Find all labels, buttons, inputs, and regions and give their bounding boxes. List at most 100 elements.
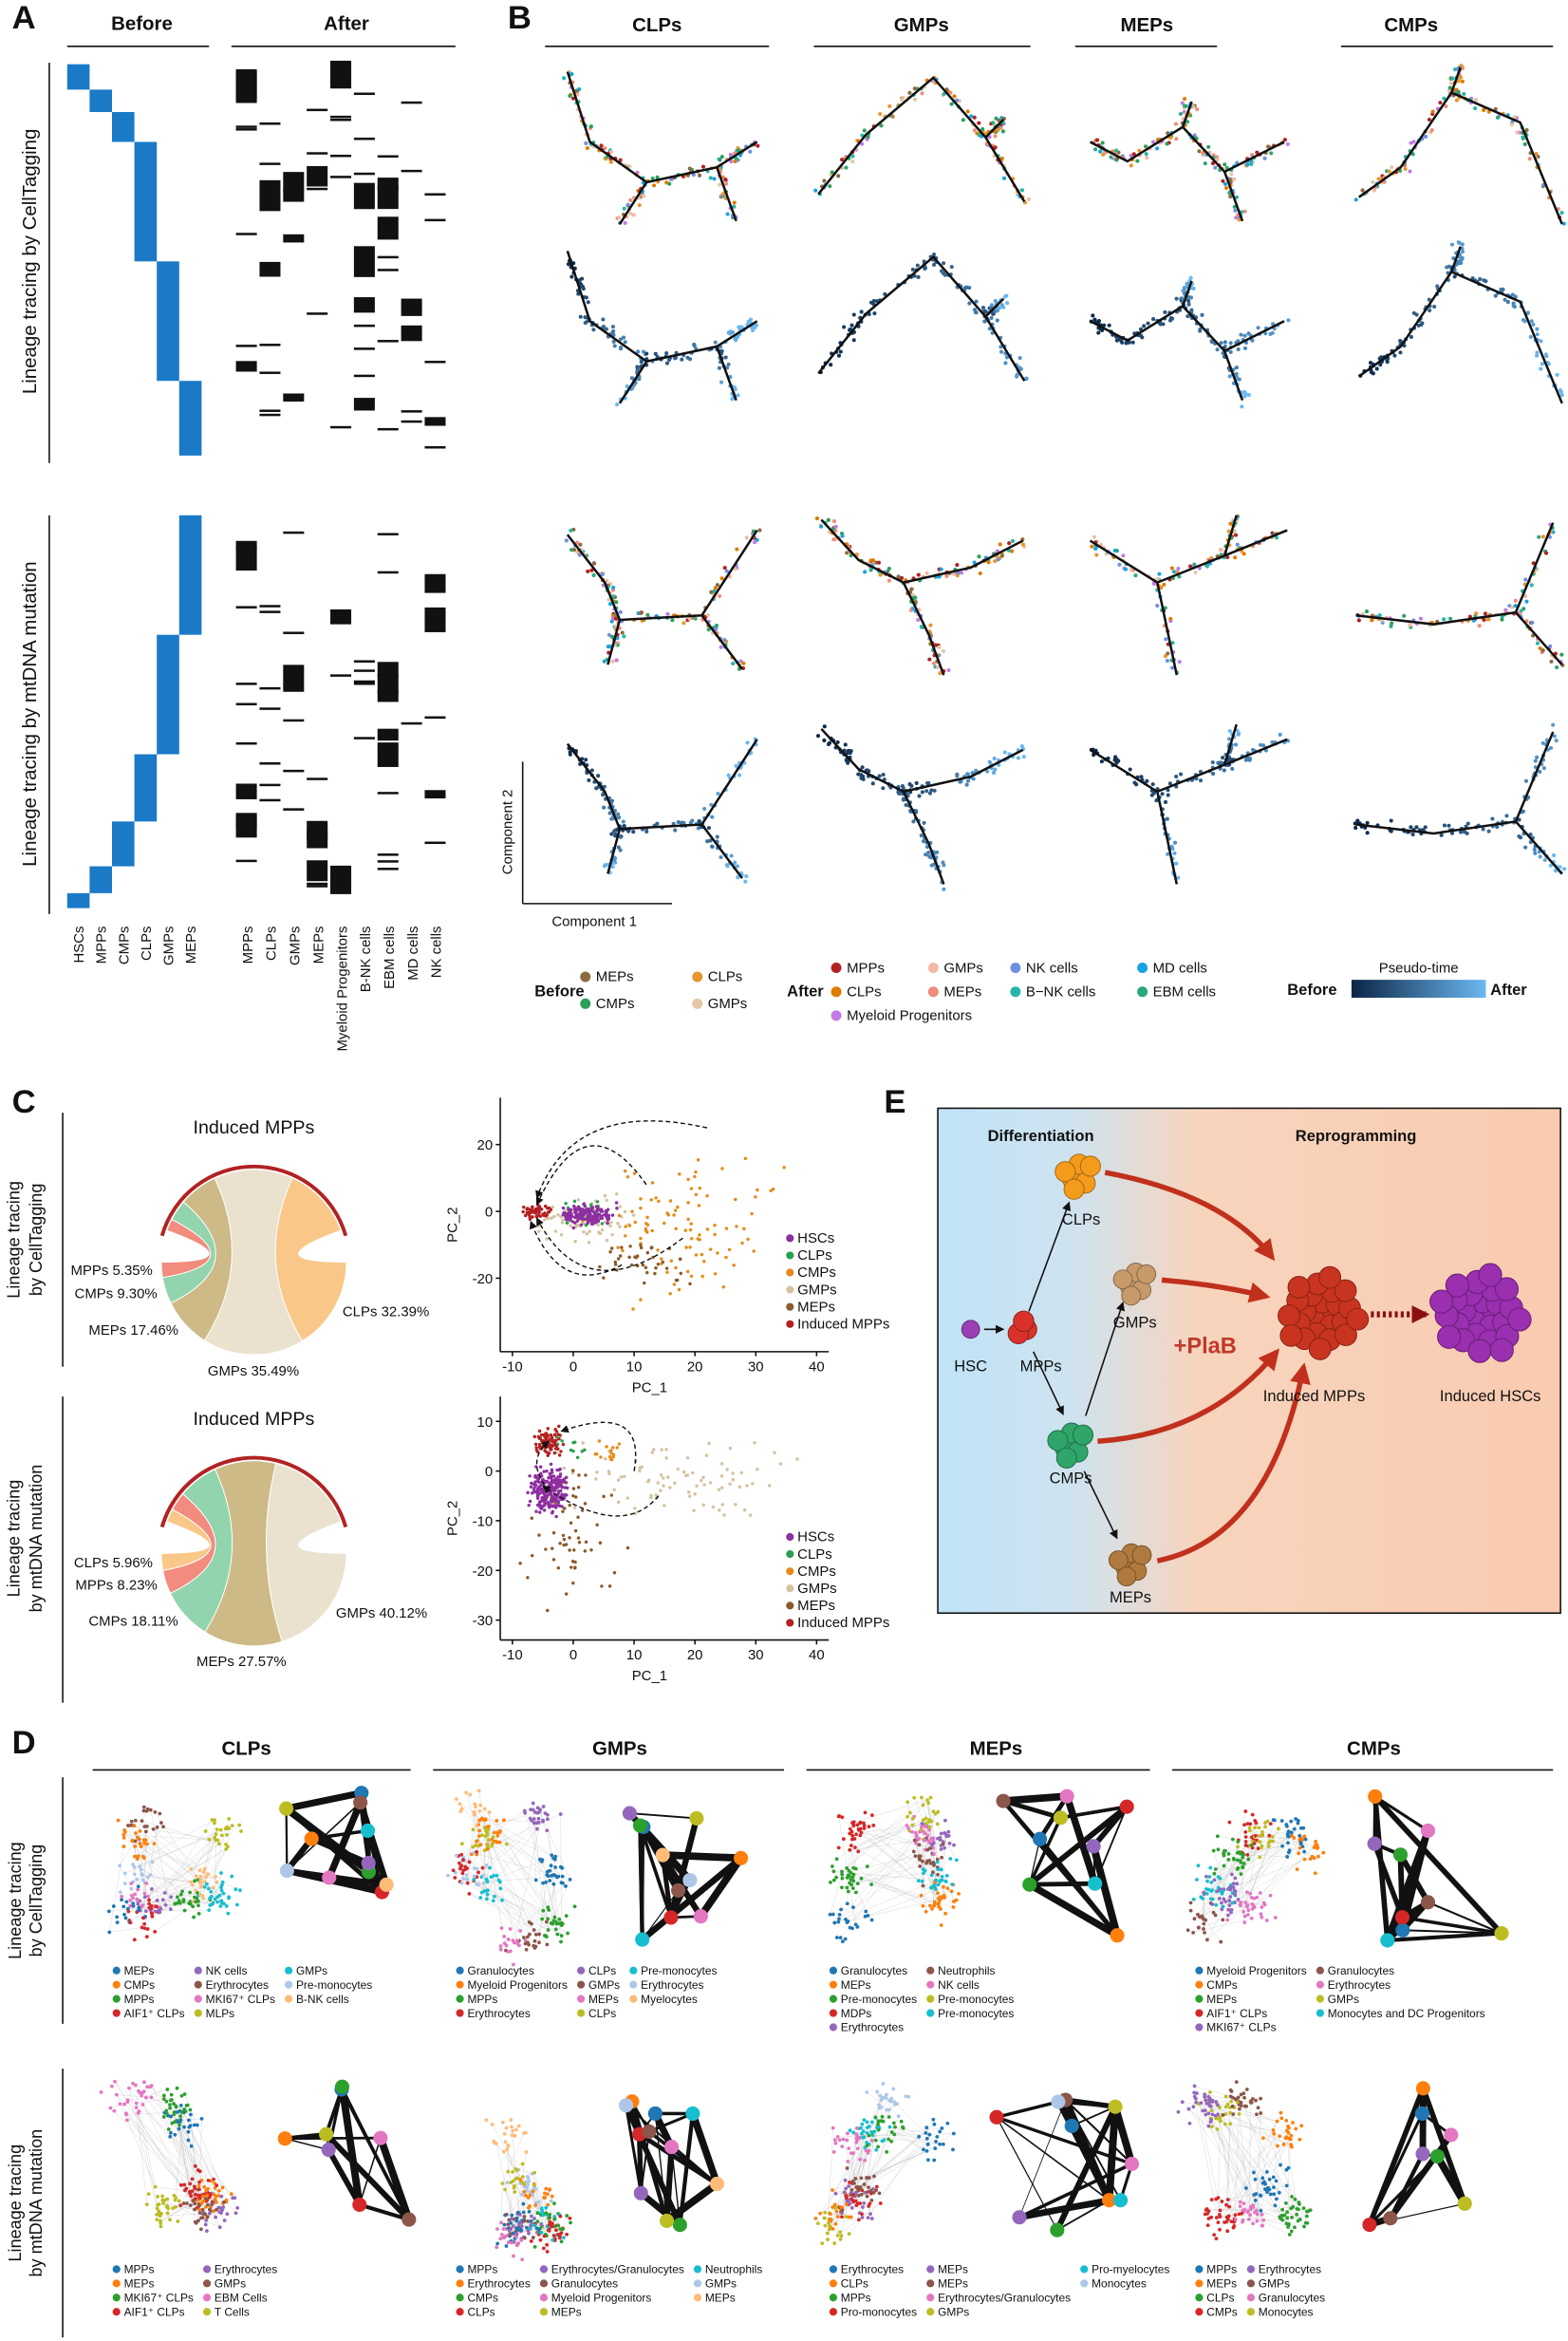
cell-point — [548, 1879, 552, 1882]
cell-point — [716, 1251, 719, 1255]
cell-point — [1533, 758, 1538, 763]
heatmap-block — [353, 680, 375, 684]
cell-point — [831, 1878, 836, 1882]
cell-point — [584, 758, 588, 762]
cell-point — [736, 335, 740, 340]
cell-point — [942, 91, 946, 96]
cell-point — [607, 1454, 612, 1459]
cell-point — [920, 790, 924, 795]
cell-point — [541, 1908, 546, 1913]
cell-point — [230, 1874, 234, 1879]
cell-point — [1188, 275, 1193, 280]
cell-point — [959, 779, 963, 784]
cell-point — [936, 1891, 940, 1896]
cell-point — [732, 204, 737, 209]
panel-label: A — [12, 0, 36, 36]
cell-point — [1234, 365, 1239, 370]
cell-point — [720, 1486, 724, 1489]
cell-point — [640, 1465, 644, 1470]
cell-point — [1246, 331, 1251, 336]
cell-point — [476, 1870, 480, 1875]
cell-point — [1002, 750, 1007, 755]
cell-point — [633, 1507, 637, 1510]
cell-point — [740, 1241, 744, 1245]
heatmap-block — [353, 182, 375, 210]
cell-point — [155, 1899, 159, 1902]
cell-point — [465, 1877, 470, 1882]
cell-point — [1398, 350, 1403, 355]
cell-point — [633, 1220, 637, 1225]
cell-point — [497, 1830, 502, 1835]
cell-point — [694, 1253, 699, 1257]
cell-point — [230, 1824, 234, 1827]
cell — [1013, 1310, 1035, 1333]
cell-point — [468, 1792, 473, 1797]
heatmap-block — [259, 783, 281, 787]
cell-point — [687, 1490, 691, 1494]
cell-point — [572, 1199, 577, 1204]
cell-point — [665, 1211, 669, 1215]
cell-point — [1530, 620, 1535, 625]
cell-point — [1372, 188, 1377, 193]
cell-point — [1237, 377, 1241, 382]
cell-point — [602, 659, 607, 664]
cell-point — [1234, 215, 1239, 220]
cell-point — [611, 339, 616, 345]
cell-point — [719, 576, 724, 581]
cell-point — [1535, 755, 1540, 759]
legend-label: CLPs — [588, 2007, 616, 2020]
cell-point — [546, 1427, 550, 1431]
cell-point — [602, 784, 607, 789]
cell-point — [482, 1889, 487, 1894]
heatmap-block — [353, 92, 375, 96]
cell-point — [528, 1499, 532, 1504]
cell-point — [484, 1863, 489, 1867]
cell-point — [688, 1282, 692, 1286]
cell-point — [472, 1874, 476, 1879]
cell-point — [1513, 598, 1518, 603]
cell-point — [1262, 156, 1267, 160]
cell-point — [106, 1909, 111, 1914]
cell-point — [497, 1840, 502, 1845]
cell-point — [717, 365, 721, 370]
cell-point — [1452, 274, 1457, 279]
cell-point — [750, 328, 756, 333]
cell-point — [913, 1854, 918, 1858]
cell-point — [1512, 305, 1517, 309]
trajectory-arrow — [560, 1421, 637, 1471]
cell-point — [954, 1898, 959, 1902]
chord-label: CLPs 32.39% — [343, 1303, 429, 1320]
cell — [1072, 1424, 1094, 1446]
cell-point — [829, 363, 833, 367]
cell-point — [734, 1197, 737, 1202]
cell-point — [1490, 816, 1495, 821]
trajectory — [820, 518, 945, 676]
legend-label: NK cells — [1026, 960, 1078, 976]
legend-label: NK cells — [206, 1964, 248, 1977]
cell-point — [937, 1896, 941, 1901]
cell-point — [815, 734, 821, 739]
cell-point — [862, 128, 867, 133]
cell-point — [924, 571, 929, 575]
trajectory — [1358, 66, 1462, 198]
cell-point — [533, 1933, 538, 1937]
legend-label: CLPs — [708, 969, 743, 985]
cell — [1112, 1269, 1133, 1290]
cell-point — [1389, 818, 1393, 823]
cell-point — [1210, 161, 1216, 166]
cloud-edge — [227, 1818, 230, 1847]
cell-point — [580, 1208, 585, 1211]
cell-point — [859, 1876, 864, 1881]
cell-point — [910, 1816, 915, 1821]
cell-point — [700, 164, 706, 169]
cell-point — [940, 1855, 943, 1860]
legend-label: B−NK cells — [1026, 983, 1095, 1000]
cell-point — [137, 1908, 140, 1913]
cell-point — [909, 587, 914, 591]
cell-point — [967, 301, 972, 306]
cell-point — [1211, 772, 1216, 777]
cell-point — [708, 1481, 713, 1485]
cell-point — [575, 1455, 580, 1460]
cell-point — [1245, 162, 1250, 167]
trajectory — [1514, 611, 1563, 665]
